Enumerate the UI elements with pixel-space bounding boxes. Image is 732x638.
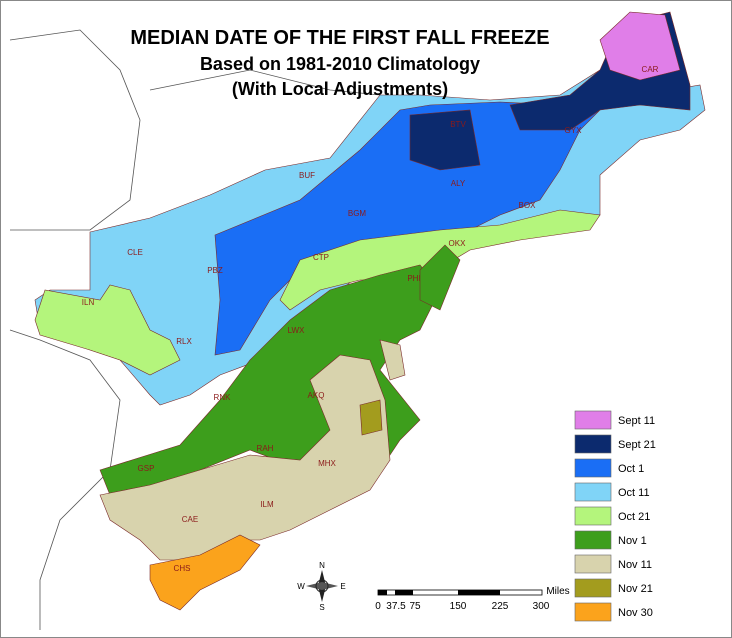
outline xyxy=(9,329,121,630)
office-label: BTV xyxy=(450,120,466,129)
office-label: AKQ xyxy=(308,391,325,400)
office-label: RNK xyxy=(214,393,232,402)
scale-bar-segment xyxy=(395,590,413,595)
office-label: CLE xyxy=(127,248,143,257)
title: MEDIAN DATE OF THE FIRST FALL FREEZE xyxy=(130,27,549,49)
scale-label: 225 xyxy=(492,601,509,612)
region xyxy=(34,284,181,376)
office-label: GSP xyxy=(138,464,155,473)
legend-label: Sept 11 xyxy=(618,415,655,427)
legend-swatch xyxy=(574,482,612,502)
scale-label: 37.5 xyxy=(386,601,406,612)
office-label: BGM xyxy=(348,209,367,218)
office-label: PBZ xyxy=(207,266,223,275)
scale-label: 150 xyxy=(450,601,467,612)
compass-n: N xyxy=(319,561,325,570)
region xyxy=(149,534,261,611)
legend-label: Nov 30 xyxy=(618,607,653,619)
office-label: CHS xyxy=(174,564,191,573)
office-label: PHI xyxy=(407,274,420,283)
compass-w: W xyxy=(297,582,305,591)
legend-label: Oct 11 xyxy=(618,487,650,499)
scale-bar: Miles 0 37.5 75 150 225 300 xyxy=(375,586,569,612)
legend-swatch xyxy=(574,530,612,550)
legend-swatch xyxy=(574,458,612,478)
office-label: GYX xyxy=(565,126,583,135)
compass-e: E xyxy=(340,582,345,591)
region xyxy=(599,11,681,81)
legend-label: Oct 21 xyxy=(618,511,650,523)
office-label: CAE xyxy=(182,515,198,524)
office-label: CTP xyxy=(313,253,329,262)
offices: CAR GYX BTV ALY BOX BUF BGM OKX CTP PHI … xyxy=(82,65,659,573)
legend-swatch xyxy=(574,578,612,598)
office-label: RLX xyxy=(176,337,192,346)
office-label: MHX xyxy=(318,459,336,468)
legend-swatch xyxy=(574,602,612,622)
scale-label: 0 xyxy=(375,601,381,612)
office-label: ALY xyxy=(451,179,466,188)
office-label: OKX xyxy=(449,239,467,248)
outline xyxy=(149,69,381,96)
office-label: BOX xyxy=(519,201,537,210)
office-label: ILN xyxy=(82,298,95,307)
region xyxy=(359,399,383,436)
scale-bar-segment xyxy=(378,590,387,595)
office-label: LWX xyxy=(288,326,305,335)
region xyxy=(419,244,461,311)
legend-label: Nov 21 xyxy=(618,583,653,595)
legend-swatch xyxy=(574,410,612,430)
outline xyxy=(9,29,141,231)
legend-swatch xyxy=(574,506,612,526)
region xyxy=(409,109,481,171)
legend-label: Nov 11 xyxy=(618,559,652,571)
region xyxy=(379,339,406,381)
legend: Sept 11 Sept 21 Oct 1 Oct 11 Oct 21 Nov 1 Nov … xyxy=(574,410,656,622)
office-label: BUF xyxy=(299,171,315,180)
scale-unit: Miles xyxy=(546,586,569,597)
region xyxy=(99,354,391,561)
subtitle: Based on 1981-2010 Climatology xyxy=(200,54,480,74)
subtitle: (With Local Adjustments) xyxy=(232,79,448,99)
office-label: ILM xyxy=(260,500,274,509)
office-label: RAH xyxy=(257,444,274,453)
compass-needle xyxy=(306,582,338,590)
scale-label: 75 xyxy=(409,601,421,612)
legend-swatch xyxy=(574,554,612,574)
scale-label: 300 xyxy=(533,601,550,612)
legend-label: Nov 1 xyxy=(618,535,647,547)
legend-label: Oct 1 xyxy=(618,463,644,475)
compass: N S E W xyxy=(297,561,345,612)
legend-label: Sept 21 xyxy=(618,439,656,451)
scale-bar-segment xyxy=(458,590,500,595)
compass-s: S xyxy=(319,603,324,612)
region xyxy=(214,84,611,356)
compass-ring xyxy=(315,579,329,593)
office-label: CAR xyxy=(642,65,659,74)
legend-swatch xyxy=(574,434,612,454)
